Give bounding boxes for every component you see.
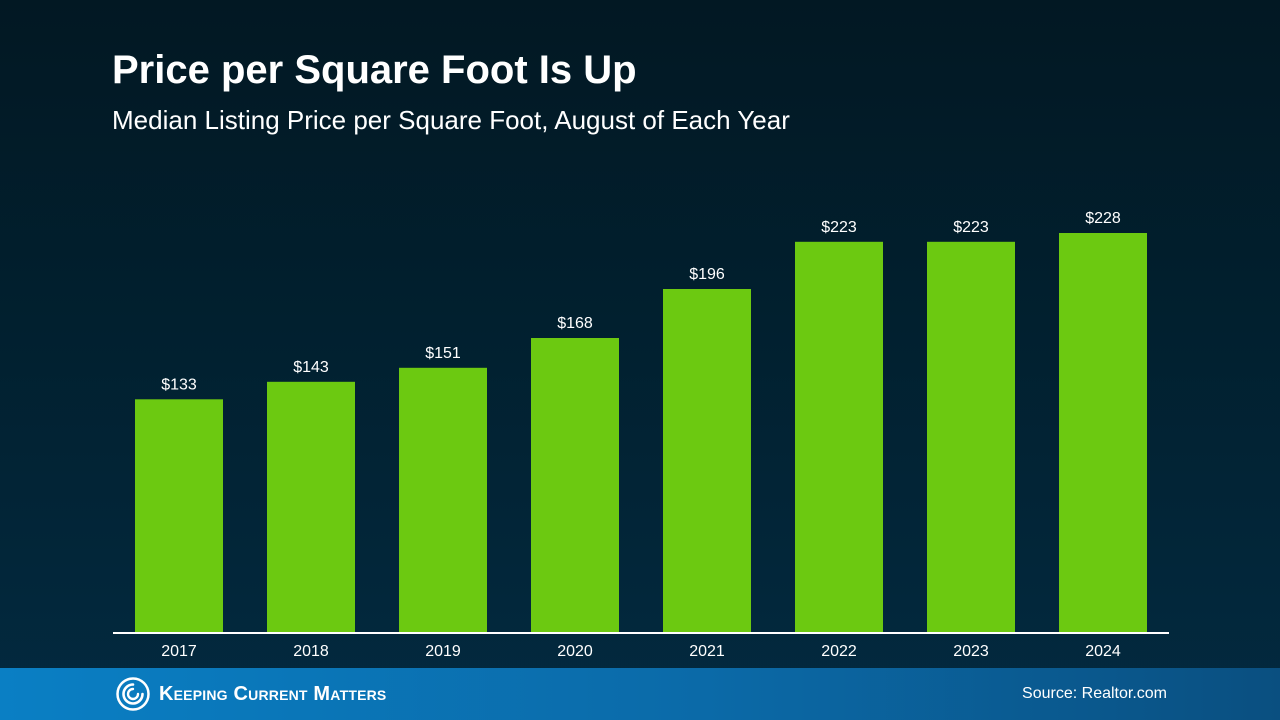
source-note: Source: Realtor.com xyxy=(1022,685,1167,702)
bar-chart: $133 2017 $143 2018 $151 2019 $168 2020 $196 2021… xyxy=(135,210,1147,660)
data-label-2022: $223 xyxy=(821,219,857,236)
bar-2024 xyxy=(1059,233,1147,632)
bar-2017 xyxy=(135,399,223,633)
x-tick-label-2021: 2021 xyxy=(689,643,725,660)
x-tick-label-2018: 2018 xyxy=(293,643,329,660)
bar-2022 xyxy=(795,241,883,633)
bar-2020 xyxy=(531,338,619,632)
bar-2019 xyxy=(399,367,487,633)
data-label-2023: $223 xyxy=(953,219,989,236)
footer-bar: Keeping Current Matters Source: Realtor.… xyxy=(0,668,1280,720)
x-tick-label-2019: 2019 xyxy=(425,643,461,660)
bar-2018 xyxy=(267,381,355,633)
data-label-2017: $133 xyxy=(161,376,197,393)
data-label-2024: $228 xyxy=(1085,210,1121,227)
data-label-2020: $168 xyxy=(557,315,593,332)
x-tick-label-2024: 2024 xyxy=(1085,643,1121,660)
brand-name: Keeping Current Matters xyxy=(159,682,387,705)
data-label-2019: $151 xyxy=(425,345,461,362)
bar-2021 xyxy=(663,289,751,632)
data-label-2018: $143 xyxy=(293,359,329,376)
chart-subtitle: Median Listing Price per Square Foot, Au… xyxy=(112,105,790,135)
x-tick-label-2022: 2022 xyxy=(821,643,857,660)
chart-title: Price per Square Foot Is Up xyxy=(112,48,637,92)
bar-2023 xyxy=(927,241,1015,633)
data-label-2021: $196 xyxy=(689,266,725,283)
brand-logo: Keeping Current Matters xyxy=(116,677,386,711)
kcm-swirl-icon xyxy=(116,677,150,711)
x-tick-label-2020: 2020 xyxy=(557,643,593,660)
x-tick-label-2023: 2023 xyxy=(953,643,989,660)
x-tick-label-2017: 2017 xyxy=(161,643,197,660)
